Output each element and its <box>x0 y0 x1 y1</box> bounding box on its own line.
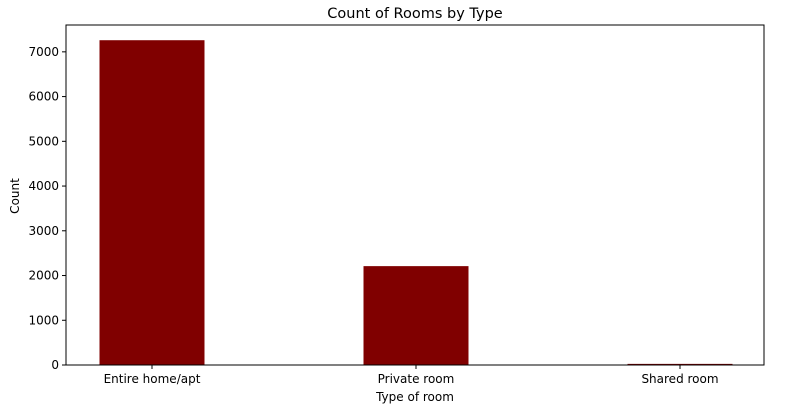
bar-2 <box>627 363 733 365</box>
x-tick-label-0: Entire home/apt <box>104 372 201 386</box>
y-tick-label-4: 4000 <box>28 179 59 193</box>
y-axis: 0 1000 2000 3000 4000 5000 6000 7000 <box>28 45 66 372</box>
bars-group <box>99 40 733 366</box>
y-tick-label-5: 5000 <box>28 134 59 148</box>
x-tick-label-2: Shared room <box>641 372 718 386</box>
y-tick-label-3: 3000 <box>28 224 59 238</box>
y-tick-label-0: 0 <box>51 358 59 372</box>
chart-title: Count of Rooms by Type <box>327 6 502 22</box>
x-axis-label: Type of room <box>375 390 454 404</box>
y-tick-label-1: 1000 <box>28 313 59 327</box>
y-tick-label-6: 6000 <box>28 90 59 104</box>
y-tick-label-7: 7000 <box>28 45 59 59</box>
y-tick-label-2: 2000 <box>28 269 59 283</box>
bar-1 <box>363 266 469 365</box>
bar-0 <box>99 40 205 366</box>
x-tick-label-1: Private room <box>378 372 455 386</box>
y-axis-label: Count <box>8 178 22 214</box>
plot-frame <box>65 24 765 366</box>
x-axis: Entire home/apt Private room Shared room <box>104 365 719 386</box>
